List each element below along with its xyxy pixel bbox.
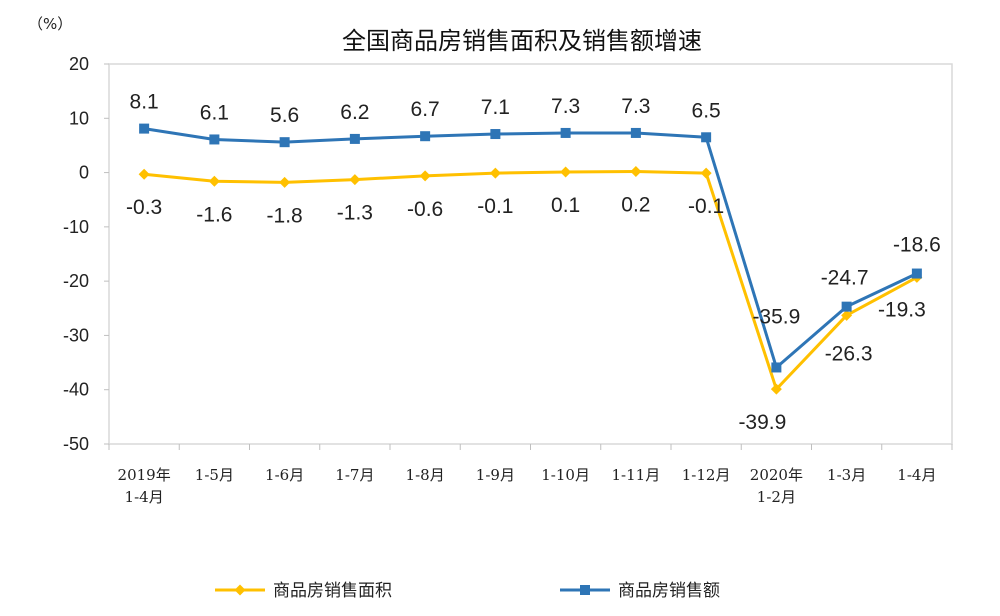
- y-tick-label: 10: [69, 108, 89, 128]
- data-point: [209, 134, 220, 145]
- x-tick-label: 1-7月: [335, 466, 374, 484]
- x-tick-label: 2019年: [118, 466, 171, 484]
- data-point: [770, 383, 782, 395]
- y-tick-label: -20: [63, 271, 89, 291]
- series-layer: [138, 123, 923, 395]
- data-label: -24.7: [821, 267, 869, 290]
- data-point: [349, 174, 361, 186]
- data-label: 8.1: [130, 91, 159, 114]
- data-point: [139, 123, 150, 134]
- data-point: [700, 167, 712, 179]
- legend-marker: [234, 584, 246, 596]
- x-tick-label: 1-5月: [195, 466, 234, 484]
- y-tick-label: -30: [63, 325, 89, 345]
- data-label: 7.1: [481, 96, 510, 119]
- data-label: -35.9: [752, 305, 800, 328]
- data-label: -0.1: [688, 195, 724, 218]
- data-label: -19.3: [878, 298, 926, 321]
- data-point: [841, 301, 852, 312]
- data-point: [841, 309, 853, 321]
- x-tick-label: 1-8月: [406, 466, 445, 484]
- x-tick-label: 1-10月: [541, 466, 590, 484]
- data-label: 0.1: [551, 194, 580, 217]
- data-label: -0.3: [126, 196, 162, 219]
- data-label: -0.6: [407, 198, 443, 221]
- legend-label: 商品房销售额: [618, 581, 720, 601]
- data-point: [560, 166, 572, 178]
- data-label: -1.3: [337, 202, 373, 225]
- y-axis: 20 10 0 -10 -20 -30 -40 -50: [63, 54, 109, 454]
- legend: 商品房销售面积 商品房销售额: [215, 581, 720, 601]
- data-label: 6.5: [692, 99, 721, 122]
- data-label: 5.6: [270, 104, 299, 127]
- x-tick-label: 1-2月: [757, 488, 796, 506]
- data-point: [208, 175, 220, 187]
- data-point: [349, 133, 360, 144]
- y-tick-label: -40: [63, 380, 89, 400]
- data-point: [138, 168, 150, 180]
- data-point: [701, 132, 712, 143]
- x-tick-label: 1-3月: [827, 466, 866, 484]
- x-tick-label: 1-11月: [612, 466, 661, 484]
- data-labels: 8.1 -0.3 6.1 -1.6 5.6 -1.8 6.2 -1.3 6.7 -0.6 7.1 -0…: [126, 91, 941, 435]
- x-tick-label: 1-12月: [682, 466, 731, 484]
- data-point: [560, 127, 571, 138]
- data-point: [420, 131, 431, 142]
- series-line-0: [143, 169, 918, 391]
- x-tick-label: 1-4月: [897, 466, 936, 484]
- data-label: 6.2: [340, 101, 369, 124]
- data-point: [630, 165, 642, 177]
- data-label: 6.7: [411, 98, 440, 121]
- data-point: [279, 137, 290, 148]
- x-tick-label: 2020年: [750, 466, 803, 484]
- plot-area: [108, 63, 953, 445]
- data-label: 0.2: [621, 193, 650, 216]
- data-label: 7.3: [551, 95, 580, 118]
- x-tick-label: 1-9月: [476, 466, 515, 484]
- chart-title: 全国商品房销售面积及销售额增速: [342, 27, 702, 55]
- x-axis: 2019年 1-4月 1-5月 1-6月 1-7月 1-8月 1-9月 1-10月 1-11月 1…: [108, 444, 953, 506]
- y-tick-label: 20: [69, 54, 89, 74]
- x-tick-label: 1-4月: [125, 488, 164, 506]
- data-point: [490, 129, 501, 140]
- x-tick-label: 1-6月: [265, 466, 304, 484]
- data-label: -0.1: [477, 195, 513, 218]
- data-label: -1.6: [196, 203, 232, 226]
- series-line-1: [143, 127, 918, 369]
- data-label: 7.3: [621, 95, 650, 118]
- data-point: [630, 127, 641, 138]
- data-point: [771, 362, 782, 373]
- data-label: 6.1: [200, 101, 229, 124]
- y-tick-label: -10: [63, 217, 89, 237]
- data-point: [911, 268, 922, 279]
- y-tick-label: -50: [63, 434, 89, 454]
- legend-marker: [580, 585, 590, 595]
- data-point: [279, 176, 291, 188]
- data-label: -18.6: [893, 234, 941, 257]
- data-label: -26.3: [825, 342, 873, 365]
- y-tick-label: 0: [79, 163, 89, 183]
- data-label: -39.9: [738, 411, 786, 434]
- data-point: [489, 167, 501, 179]
- legend-label: 商品房销售面积: [273, 581, 392, 601]
- y-unit-label: （%）: [28, 15, 72, 33]
- data-label: -1.8: [267, 204, 303, 227]
- data-point: [419, 170, 431, 182]
